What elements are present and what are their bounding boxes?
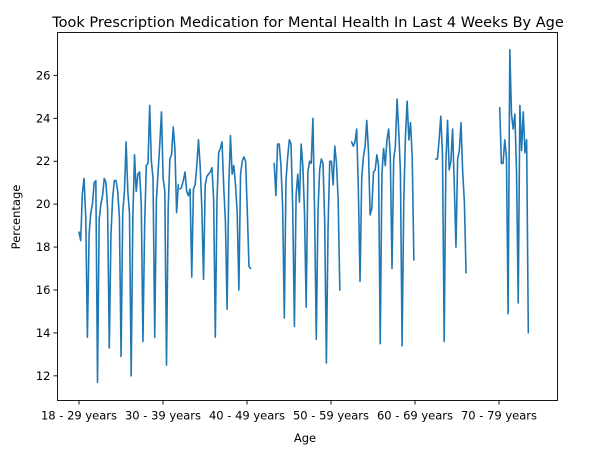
y-tick-label: 24	[36, 111, 51, 125]
x-tick-label: 18 - 29 years	[41, 409, 117, 423]
series-line-segment	[179, 134, 252, 339]
x-axis: 18 - 29 years 30 - 39 years 40 - 49 years 5…	[41, 400, 537, 423]
x-tick-label: 60 - 69 years	[377, 409, 453, 423]
y-tick-label: 20	[36, 197, 51, 211]
x-tick-label: 40 - 49 years	[209, 409, 285, 423]
chart-title: Took Prescription Medication for Mental …	[51, 15, 564, 31]
x-tick-label: 70 - 79 years	[461, 409, 537, 423]
x-tick-label: 30 - 39 years	[125, 409, 201, 423]
y-tick-label: 12	[36, 369, 51, 383]
series-line-segment	[273, 117, 341, 364]
series-line-segment	[350, 98, 415, 347]
series-line-segment	[434, 115, 467, 343]
y-axis-label: Percentage	[9, 185, 23, 250]
y-tick-label: 14	[36, 326, 51, 340]
series-line-segment	[78, 104, 180, 384]
x-axis-label: Age	[294, 431, 316, 445]
y-tick-label: 26	[36, 68, 51, 82]
y-tick-label: 16	[36, 283, 51, 297]
y-axis: 12 14 16 18 20 22 24 26	[36, 68, 58, 383]
series-line-segment	[498, 48, 530, 334]
x-tick-label: 50 - 59 years	[293, 409, 369, 423]
y-tick-label: 22	[36, 154, 51, 168]
y-tick-label: 18	[36, 240, 51, 254]
series-line-group	[78, 48, 530, 384]
